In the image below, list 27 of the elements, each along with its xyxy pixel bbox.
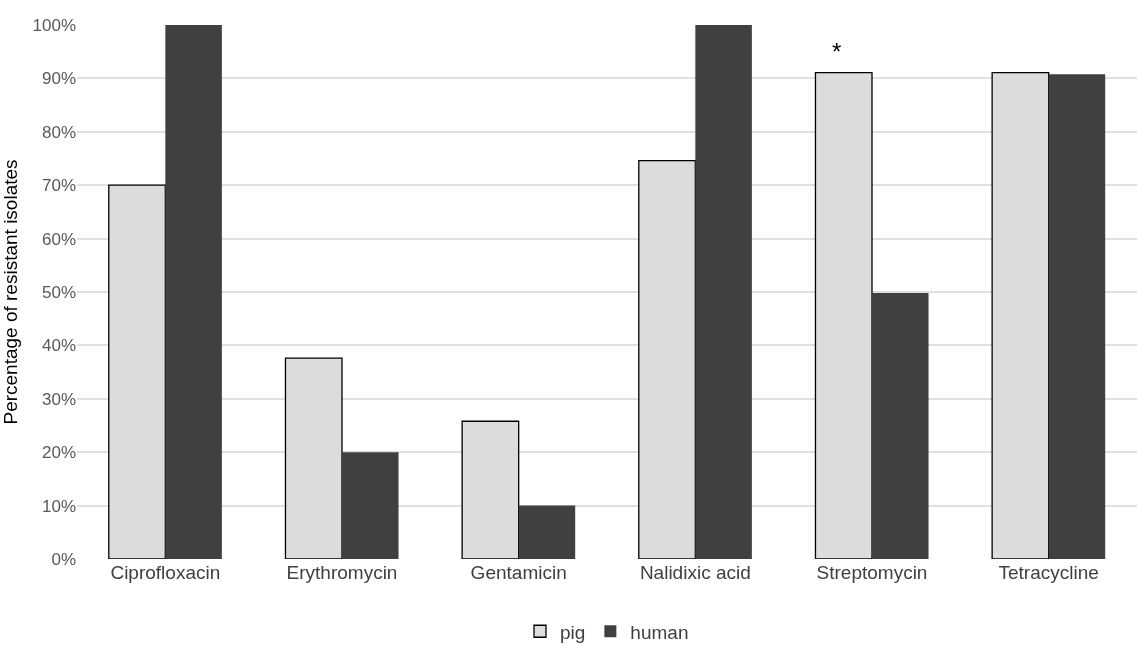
legend-label: human xyxy=(630,621,689,643)
y-tick-label: 60% xyxy=(41,229,76,249)
x-tick-label: Erythromycin xyxy=(286,562,398,583)
y-tick-label: 70% xyxy=(41,176,76,196)
bar xyxy=(342,452,399,559)
legend-label: pig xyxy=(560,621,586,643)
bar xyxy=(518,505,576,559)
y-tick-label: 10% xyxy=(41,496,76,516)
y-tick-label: 40% xyxy=(41,336,76,356)
y-tick-label: 80% xyxy=(41,122,76,142)
y-tick-label: 100% xyxy=(32,15,76,35)
x-tick-label: Streptomycin xyxy=(816,562,928,583)
x-tick-label: Nalidixic acid xyxy=(639,562,751,583)
bar xyxy=(165,25,222,559)
x-tick-label: Tetracycline xyxy=(998,562,1099,583)
y-tick-label: 50% xyxy=(41,282,76,302)
annotation: * xyxy=(832,38,842,65)
y-tick-label: 90% xyxy=(41,69,76,89)
bar xyxy=(695,25,752,559)
y-axis-title: Percentage of resistant isolates xyxy=(0,159,21,425)
y-tick-label: 20% xyxy=(41,443,76,463)
x-tick-label: Ciprofloxacin xyxy=(110,562,221,583)
y-tick-label: 30% xyxy=(41,389,76,409)
y-tick-label: 0% xyxy=(51,549,76,569)
bar xyxy=(872,293,929,559)
bar xyxy=(1048,74,1106,559)
x-tick-label: Gentamicin xyxy=(470,562,567,583)
